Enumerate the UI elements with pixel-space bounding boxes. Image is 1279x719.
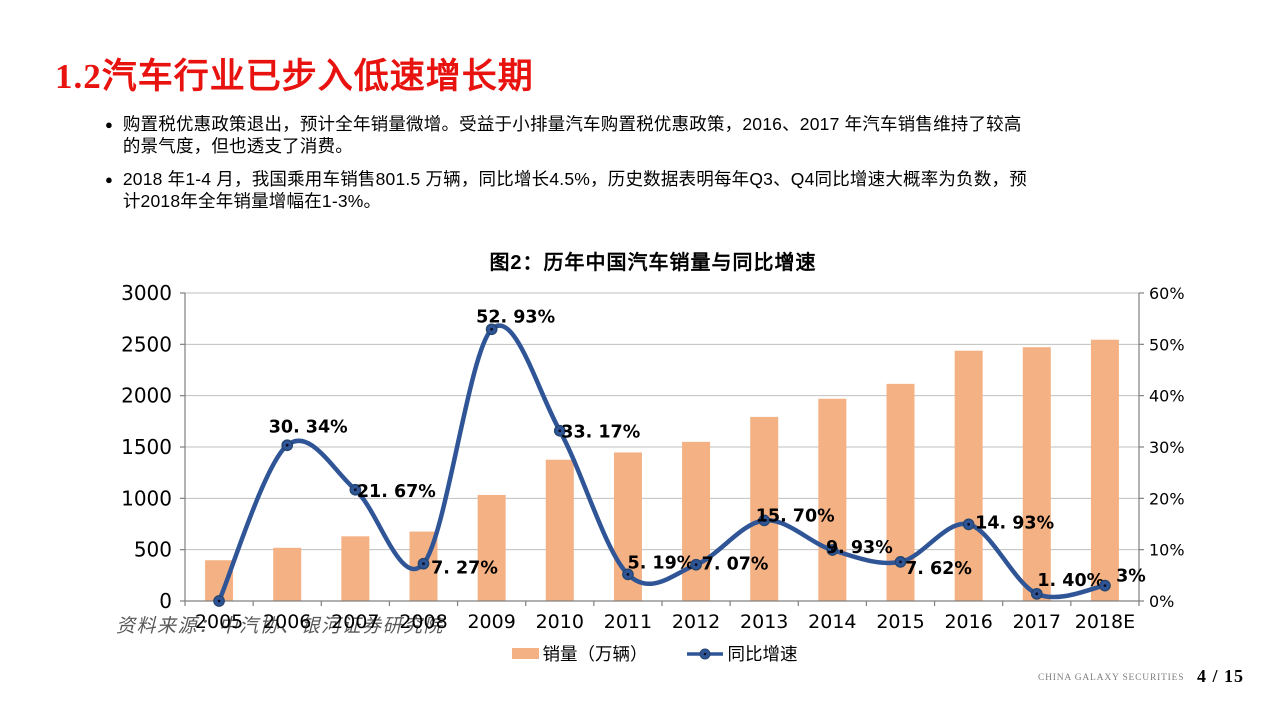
line-series-swatch — [686, 648, 723, 659]
x-axis-label: 2010 — [536, 611, 584, 633]
line-marker-dot — [967, 522, 971, 526]
bullet-item: ● 2018 年1-4 月，我国乘用车销售801.5 万辆，同比增长4.5%，历… — [105, 169, 1167, 212]
data-label-2017: 1. 40% — [1037, 571, 1104, 591]
left-axis-label: 1500 — [121, 435, 172, 459]
bar-2014 — [818, 398, 847, 601]
line-marker-dot — [285, 443, 289, 447]
x-axis-label: 2018E — [1075, 611, 1135, 633]
data-label-2008: 7. 27% — [431, 559, 498, 579]
line-marker-dot — [217, 599, 221, 603]
x-axis-label: 2015 — [876, 611, 924, 633]
bar-2006 — [273, 547, 302, 601]
bullet-text: 购置税优惠政策退出，预计全年销量微增。受益于小排量汽车购置税优惠政策，2016、… — [122, 114, 1022, 156]
bar-2012 — [682, 441, 711, 601]
x-axis-label: 2005 — [195, 611, 243, 633]
footer-brand: CHINA GALAXY SECURITIES — [1038, 673, 1185, 683]
data-label-2007: 21. 67% — [357, 482, 436, 502]
bullet-list: ● 购置税优惠政策退出，预计全年销量微增。受益于小排量汽车购置税优惠政策，201… — [105, 114, 1167, 224]
bar-2017 — [1022, 347, 1051, 601]
line-marker-dot — [762, 519, 766, 522]
legend-item-growth: 同比增速 — [686, 641, 798, 666]
left-axis-label: 3000 — [121, 281, 172, 305]
data-label-2009: 52. 93% — [476, 307, 555, 327]
right-axis-label: 60% — [1149, 284, 1185, 303]
data-label-2010: 33. 17% — [561, 423, 640, 443]
line-marker-dot — [830, 548, 834, 552]
left-axis-label: 500 — [134, 538, 172, 562]
right-axis-label: 0% — [1149, 592, 1174, 611]
data-label-2018E: 3% — [1116, 567, 1146, 587]
chart-title: 图2：历年中国汽车销量与同比增速 — [489, 252, 817, 274]
line-marker-dot — [1035, 592, 1039, 596]
right-axis-label: 40% — [1149, 387, 1185, 406]
x-axis-label: 2006 — [263, 611, 311, 633]
chart-legend: 销量（万辆） 同比增速 — [15, 641, 1279, 666]
left-axis-label: 2000 — [121, 384, 172, 408]
data-label-2015: 7. 62% — [905, 559, 972, 579]
source-note: 资料来源：中汽协、银河证券研究院 — [116, 616, 445, 637]
line-marker-dot — [422, 562, 425, 566]
legend-item-sales: 销量（万辆） — [511, 641, 648, 666]
left-axis-label: 0 — [159, 589, 172, 613]
x-axis-label: 2008 — [399, 611, 447, 633]
left-axis-label: 1000 — [121, 486, 172, 510]
line-marker-dot — [1103, 584, 1107, 587]
x-axis-label: 2007 — [331, 611, 379, 633]
line-marker-dot — [558, 429, 562, 433]
page-number: 4 / 15 — [1197, 666, 1245, 686]
right-axis-label: 50% — [1149, 335, 1185, 354]
right-axis-label: 20% — [1149, 489, 1185, 508]
line-marker-dot — [626, 572, 630, 576]
bar-2016 — [954, 350, 983, 601]
bullet-item: ● 购置税优惠政策退出，预计全年销量微增。受益于小排量汽车购置税优惠政策，201… — [105, 114, 1167, 157]
x-axis-label: 2017 — [1013, 611, 1061, 633]
bullet-icon: ● — [105, 117, 113, 132]
data-label-2011: 5. 19% — [628, 553, 695, 573]
x-axis-label: 2009 — [467, 611, 515, 633]
line-marker-dot — [899, 560, 902, 564]
left-axis-label: 2500 — [121, 332, 172, 356]
legend-label: 销量（万辆） — [542, 644, 648, 664]
data-label-2006: 30. 34% — [269, 417, 348, 437]
data-label-2014: 9. 93% — [826, 538, 893, 558]
x-axis-label: 2014 — [808, 611, 856, 633]
line-marker-dot — [353, 488, 357, 492]
data-label-2012: 7. 07% — [702, 555, 769, 575]
legend-label: 同比增速 — [727, 644, 798, 664]
x-axis-label: 2013 — [740, 611, 788, 633]
data-label-2013: 15. 70% — [756, 506, 835, 526]
bar-series-swatch — [511, 648, 539, 659]
data-label-2016: 14. 93% — [975, 513, 1054, 533]
bar-2018E — [1090, 339, 1119, 601]
line-marker-dot — [694, 563, 698, 567]
bar-2013 — [750, 416, 779, 601]
line-marker-dot — [490, 327, 494, 331]
bullet-icon: ● — [105, 172, 113, 187]
bullet-text: 2018 年1-4 月，我国乘用车销售801.5 万辆，同比增长4.5%，历史数… — [122, 169, 1027, 211]
page-title: 1.2汽车行业已步入低速增长期 — [55, 57, 534, 96]
right-axis-label: 10% — [1149, 541, 1185, 560]
x-axis-label: 2011 — [604, 611, 652, 633]
right-axis-label: 30% — [1149, 438, 1185, 457]
bar-2010 — [545, 459, 574, 601]
x-axis-label: 2012 — [672, 611, 720, 633]
bar-2007 — [341, 536, 370, 601]
bar-2009 — [477, 494, 506, 601]
x-axis-label: 2016 — [944, 611, 992, 633]
